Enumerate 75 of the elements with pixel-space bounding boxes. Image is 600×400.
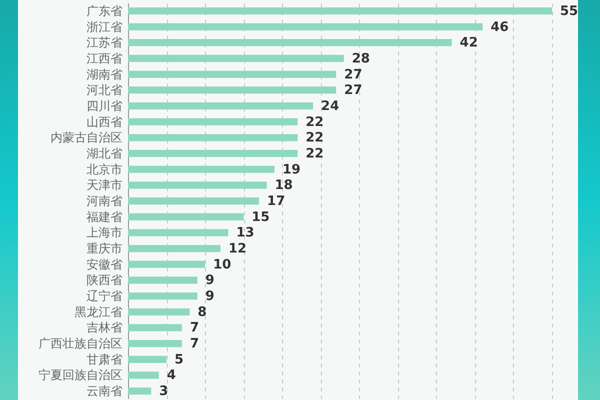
data-label: 18 <box>274 178 293 194</box>
y-tick-label: 江西省 <box>86 51 122 66</box>
data-label: 46 <box>490 20 509 35</box>
y-tick-label: 广西壮族自治区 <box>38 336 122 351</box>
bar <box>128 244 221 252</box>
bar <box>128 182 267 189</box>
bar <box>128 7 552 14</box>
bar <box>128 134 298 142</box>
y-tick-label: 辽宁省 <box>86 289 122 304</box>
y-tick-label: 天津市 <box>86 178 122 192</box>
bar <box>128 213 244 220</box>
data-label: 22 <box>306 130 324 146</box>
y-tick-label: 重庆市 <box>86 242 122 256</box>
bar <box>128 54 344 62</box>
data-label: 7 <box>190 336 200 352</box>
data-label: 13 <box>236 226 254 241</box>
data-label: 8 <box>198 304 207 320</box>
data-label: 27 <box>344 67 362 82</box>
bar <box>128 324 182 332</box>
data-label: 7 <box>190 320 200 336</box>
bar <box>128 356 167 363</box>
data-label: 28 <box>352 51 370 66</box>
data-label: 4 <box>166 368 176 384</box>
y-tick-label: 云南省 <box>86 384 122 398</box>
data-label: 9 <box>205 273 214 288</box>
data-label: 22 <box>306 114 324 130</box>
bar <box>128 86 336 94</box>
data-label: 24 <box>321 98 340 114</box>
y-tick-label: 安徽省 <box>86 257 122 272</box>
bar <box>128 372 159 379</box>
data-label: 22 <box>306 146 324 162</box>
y-tick-label: 四川省 <box>86 98 122 113</box>
data-label: 3 <box>159 384 168 400</box>
bar <box>128 308 190 316</box>
y-tick-label: 福建省 <box>86 210 122 224</box>
data-label: 19 <box>282 162 301 178</box>
bar <box>128 276 198 284</box>
bar <box>128 260 206 268</box>
bar <box>128 166 274 173</box>
y-tick-label: 陕西省 <box>86 273 122 288</box>
y-tick-label: 浙江省 <box>86 20 122 34</box>
y-tick-label: 上海市 <box>86 226 122 240</box>
data-label: 55 <box>560 4 578 19</box>
bar <box>128 197 260 205</box>
y-tick-label: 吉林省 <box>86 320 122 335</box>
data-label: 10 <box>213 257 232 272</box>
y-tick-label: 湖南省 <box>86 67 122 82</box>
bar <box>128 340 182 348</box>
y-tick-label: 湖北省 <box>86 146 122 160</box>
y-tick-label: 河北省 <box>86 83 122 98</box>
bar <box>128 150 298 158</box>
data-label: 9 <box>205 289 214 304</box>
data-label: 15 <box>252 210 270 225</box>
bar <box>128 292 198 300</box>
data-label: 42 <box>460 36 478 51</box>
data-label: 12 <box>228 242 247 257</box>
y-tick-label: 江苏省 <box>86 36 122 50</box>
bar <box>128 118 298 126</box>
data-label: 5 <box>174 352 184 368</box>
y-tick-label: 宁夏回族自治区 <box>38 368 122 382</box>
data-label: 17 <box>267 194 286 209</box>
y-tick-label: 黑龙江省 <box>74 304 122 319</box>
y-tick-label: 甘肃省 <box>86 352 122 366</box>
bar <box>128 388 152 395</box>
y-tick-label: 广东省 <box>86 4 122 18</box>
bar <box>128 39 452 46</box>
bar <box>128 23 483 30</box>
y-tick-label: 河南省 <box>86 194 122 208</box>
bar <box>128 229 228 236</box>
y-tick-label: 内蒙古自治区 <box>50 130 122 145</box>
data-label: 27 <box>344 83 362 98</box>
bar <box>128 70 336 78</box>
y-tick-label: 山西省 <box>86 114 122 129</box>
y-tick-label: 北京市 <box>86 162 122 176</box>
bar <box>128 102 314 110</box>
